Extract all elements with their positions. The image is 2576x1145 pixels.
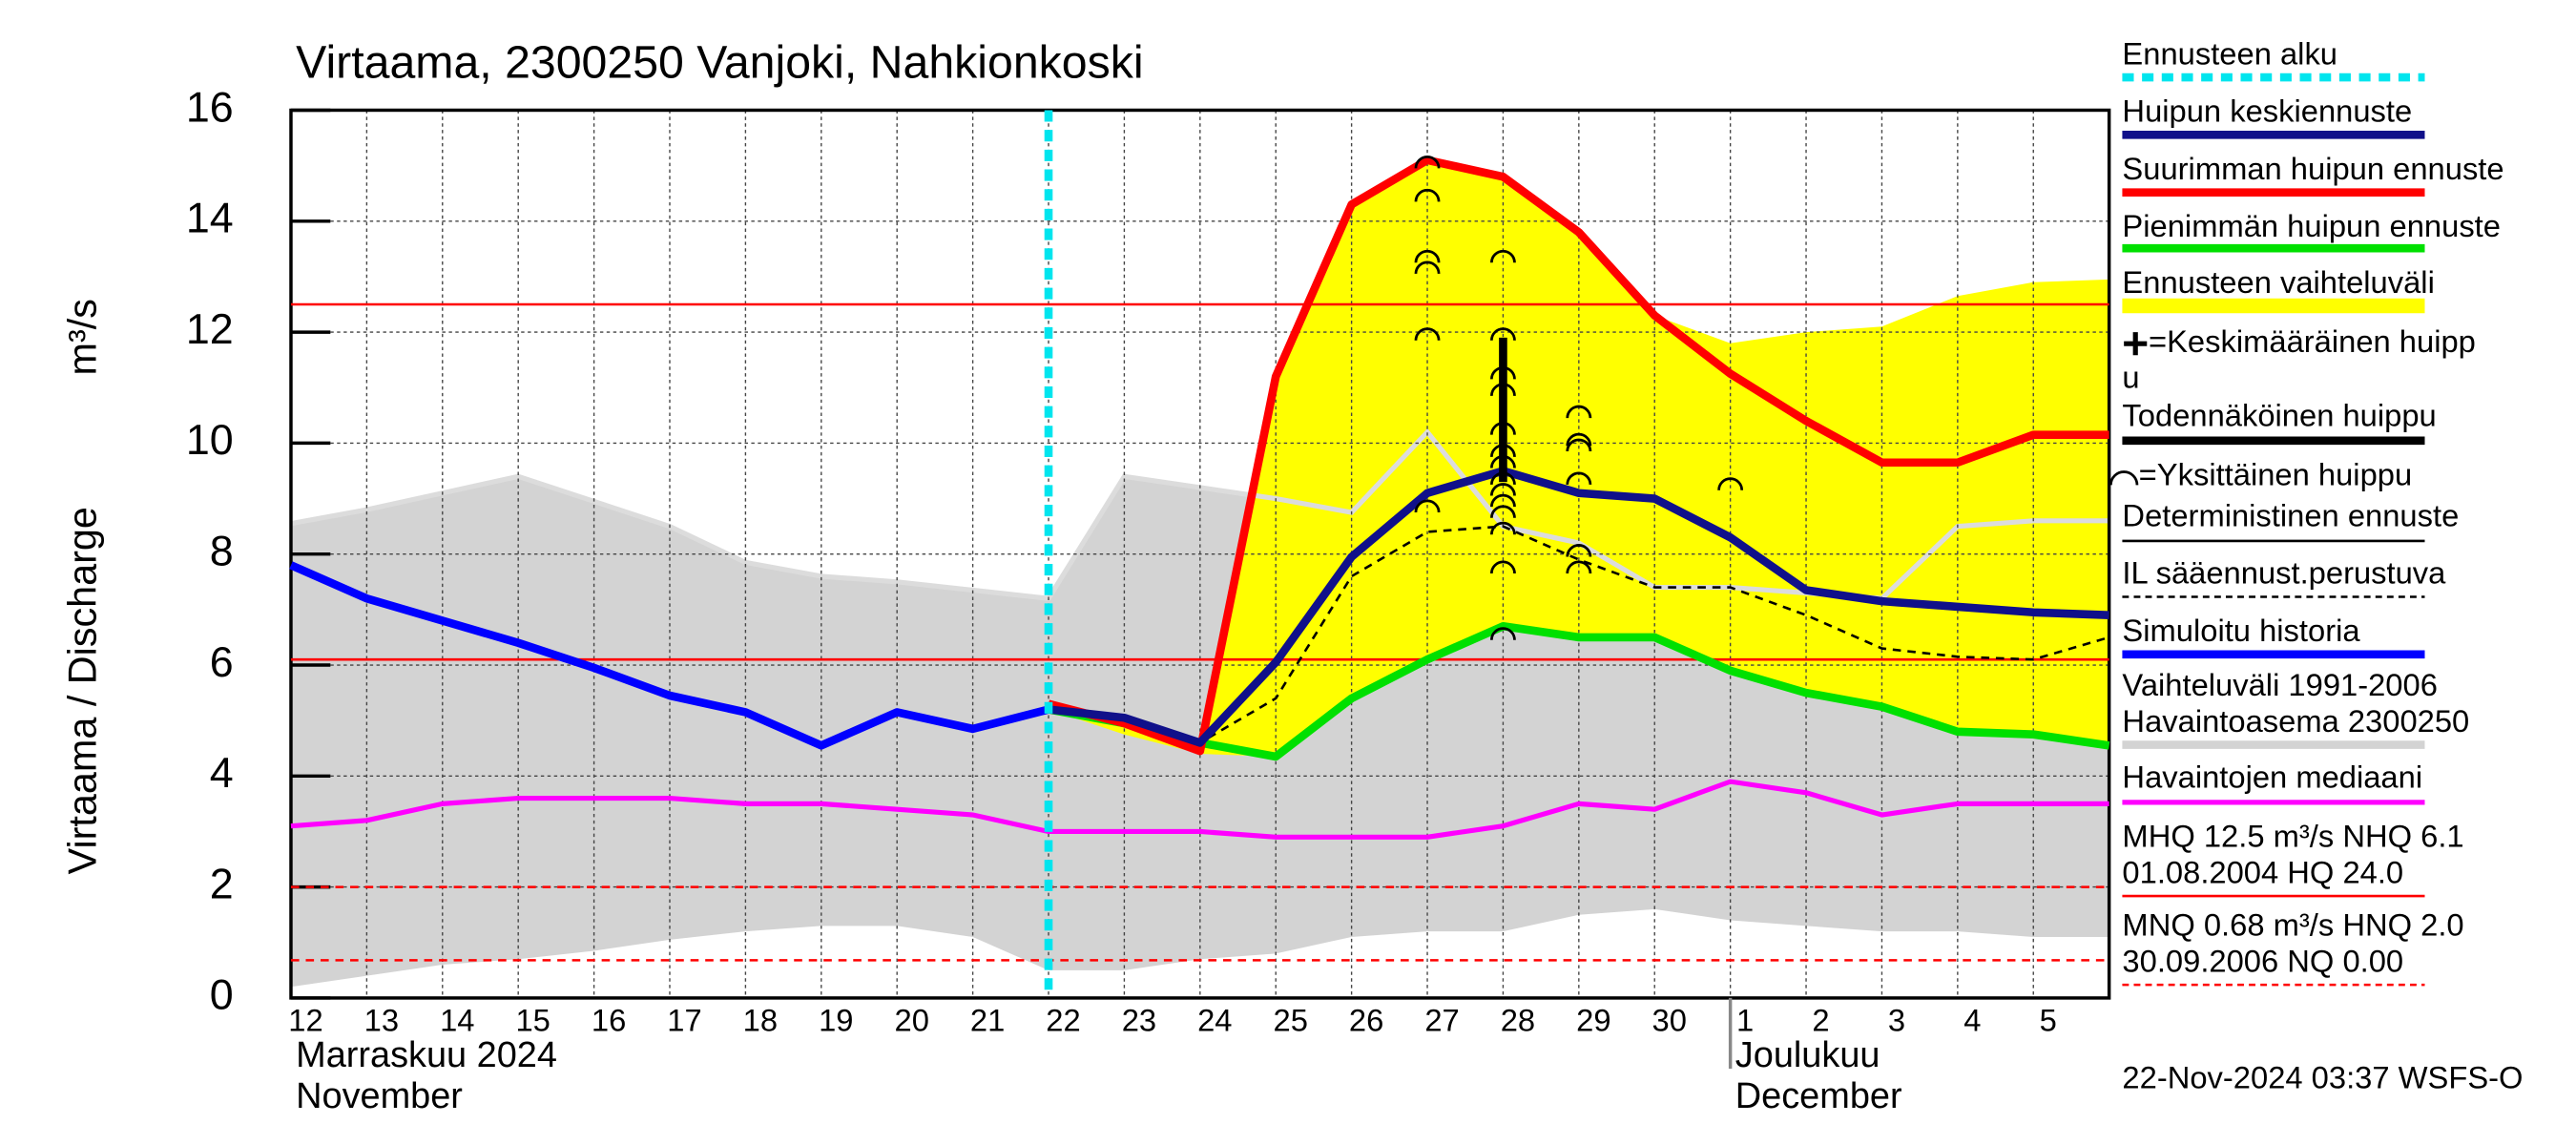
legend-label: Suurimman huipun ennuste <box>2122 151 2503 186</box>
x-tick-label: 1 <box>1736 1002 1754 1037</box>
single-peak <box>1414 327 1441 341</box>
single-peak <box>1489 249 1516 263</box>
legend-label: Deterministinen ennuste <box>2122 497 2459 532</box>
single-peak <box>1489 444 1516 457</box>
x-tick-label: 28 <box>1501 1002 1535 1037</box>
series-line <box>290 779 2109 840</box>
x-tick-label: 25 <box>1274 1002 1308 1037</box>
legend-label: Vaihteluväli 1991-2006 <box>2122 667 2437 702</box>
single-peak <box>1489 455 1516 468</box>
single-peak <box>1566 432 1592 447</box>
single-peak <box>1414 188 1441 202</box>
y-axis-unit: m³/s <box>61 299 105 375</box>
single-peak <box>1566 438 1592 452</box>
x-tick-label: 22 <box>1046 1002 1080 1037</box>
single-peak <box>1489 505 1516 518</box>
legend-label: =Keskimääräinen huipp <box>2149 323 2476 359</box>
legend-label: Havaintojen mediaani <box>2122 759 2422 794</box>
legend-plus <box>2124 332 2148 356</box>
single-peak <box>1566 471 1592 486</box>
single-peak <box>1489 521 1516 535</box>
footer: 22-Nov-2024 03:37 WSFS-O <box>2122 1060 2523 1095</box>
month-label: Joulukuu <box>1735 1035 1880 1075</box>
x-tick-label: 16 <box>592 1002 626 1037</box>
y-axis-label: Virtaama / Discharge <box>61 507 105 874</box>
y-tick-label: 6 <box>210 638 234 686</box>
single-peak <box>1717 477 1744 490</box>
legend-label: Ennusteen vaihteluväli <box>2122 264 2434 300</box>
y-tick-label: 4 <box>210 749 234 797</box>
x-tick-label: 15 <box>515 1002 550 1037</box>
x-tick-label: 5 <box>2040 1002 2057 1037</box>
legend-label: Pienimmän huipun ennuste <box>2122 208 2501 243</box>
single-peak <box>1566 405 1592 419</box>
y-tick-label: 16 <box>186 83 234 131</box>
y-tick-label: 8 <box>210 528 234 575</box>
legend-label: Ennusteen alku <box>2122 35 2337 71</box>
single-peak <box>1414 260 1441 275</box>
x-tick-label: 2 <box>1812 1002 1829 1037</box>
series-line <box>1048 621 2110 761</box>
x-tick-label: 30 <box>1652 1002 1687 1037</box>
single-peak <box>1489 483 1516 496</box>
single-peak <box>1566 560 1592 574</box>
legend-label: Simuloitu historia <box>2122 613 2360 648</box>
x-tick-label: 4 <box>1963 1002 1981 1037</box>
single-peak <box>1414 499 1441 513</box>
series-line <box>1048 467 2109 747</box>
single-peak <box>1414 249 1441 263</box>
x-tick-label: 21 <box>970 1002 1005 1037</box>
legend-peak <box>2109 470 2139 486</box>
x-tick-label: 26 <box>1349 1002 1383 1037</box>
legend-label: Todennäköinen huippu <box>2122 397 2436 432</box>
x-tick-label: 14 <box>440 1002 474 1037</box>
single-peak <box>1489 383 1516 396</box>
legend-label: u <box>2122 360 2139 395</box>
y-tick-label: 0 <box>210 971 234 1019</box>
legend-label: Havaintoasema 2300250 <box>2122 703 2469 739</box>
y-tick-label: 2 <box>210 860 234 907</box>
single-peak <box>1566 544 1592 557</box>
single-peak <box>1489 627 1516 640</box>
series-line <box>289 561 1050 750</box>
x-tick-label: 20 <box>895 1002 929 1037</box>
x-tick-label: 29 <box>1576 1002 1610 1037</box>
single-peak <box>1489 493 1516 508</box>
plot-frame <box>289 108 2111 1000</box>
chart-title: Virtaama, 2300250 Vanjoki, Nahkionkoski <box>296 37 1143 89</box>
single-peak <box>1489 327 1516 341</box>
month-label: November <box>296 1076 463 1116</box>
y-tick-label: 14 <box>186 195 234 242</box>
y-tick-label: 10 <box>186 416 234 464</box>
legend-label: 30.09.2006 NQ 0.00 <box>2122 943 2403 978</box>
legend-label: MHQ 12.5 m³/s NHQ 6.1 <box>2122 818 2463 853</box>
x-tick-label: 3 <box>1888 1002 1905 1037</box>
legend-label: 01.08.2004 HQ 24.0 <box>2122 854 2403 889</box>
x-tick-label: 27 <box>1424 1002 1459 1037</box>
single-peak <box>1489 471 1516 486</box>
single-peak <box>1489 560 1516 574</box>
month-label: December <box>1735 1076 1902 1116</box>
x-tick-label: 24 <box>1197 1002 1232 1037</box>
single-peak <box>1489 422 1516 435</box>
x-tick-label: 13 <box>364 1002 399 1037</box>
single-peak <box>1414 156 1441 169</box>
series-line <box>1124 525 2110 744</box>
legend-label: =Yksittäinen huippu <box>2139 456 2413 491</box>
legend-label: IL sääennust.perustuva <box>2122 555 2446 591</box>
legend-label: Huipun keskiennuste <box>2122 94 2412 129</box>
legend-label: MNQ 0.68 m³/s HNQ 2.0 <box>2122 906 2463 942</box>
series-line <box>1047 156 2109 756</box>
month-label: Marraskuu 2024 <box>296 1035 557 1075</box>
y-tick-label: 12 <box>186 305 234 353</box>
x-tick-label: 17 <box>667 1002 701 1037</box>
single-peak <box>1489 365 1516 380</box>
x-tick-label: 23 <box>1122 1002 1156 1037</box>
x-tick-label: 12 <box>288 1002 322 1037</box>
x-tick-label: 19 <box>819 1002 853 1037</box>
x-tick-label: 18 <box>743 1002 778 1037</box>
